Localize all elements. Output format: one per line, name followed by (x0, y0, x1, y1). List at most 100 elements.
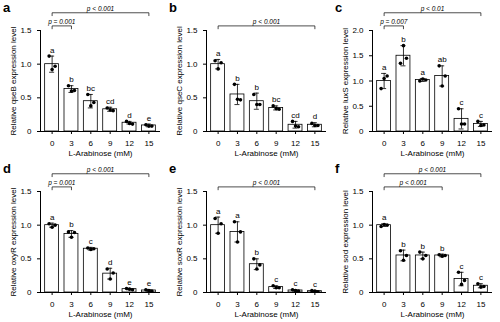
svg-text:d: d (108, 258, 112, 267)
svg-text:0: 0 (50, 139, 55, 148)
svg-text:p < 0.001: p < 0.001 (86, 166, 115, 174)
svg-text:c: c (294, 279, 298, 288)
svg-text:p < 0.001: p < 0.001 (86, 5, 115, 13)
svg-text:Relative soxR expression level: Relative soxR expression level (175, 187, 184, 296)
svg-text:0: 0 (50, 300, 55, 309)
svg-text:Relative qseB expression level: Relative qseB expression level (9, 26, 18, 135)
svg-text:0: 0 (382, 300, 387, 309)
svg-text:15: 15 (144, 139, 153, 148)
svg-text:bc: bc (87, 84, 95, 93)
svg-text:d: d (127, 111, 131, 120)
svg-text:cd: cd (291, 111, 299, 120)
svg-text:Relative oxyR expression level: Relative oxyR expression level (9, 187, 18, 296)
svg-text:9: 9 (108, 300, 113, 309)
svg-text:6: 6 (89, 300, 94, 309)
svg-text:a: a (421, 68, 426, 77)
svg-text:p = 0.007: p = 0.007 (379, 18, 408, 26)
svg-text:1.5: 1.5 (20, 26, 32, 35)
svg-text:0: 0 (27, 288, 32, 297)
svg-text:Relative luxS expression level: Relative luxS expression level (341, 28, 350, 134)
svg-text:1.0: 1.0 (186, 60, 198, 69)
svg-text:0.5: 0.5 (20, 93, 32, 102)
svg-text:1.5: 1.5 (352, 187, 364, 196)
svg-text:6: 6 (255, 300, 260, 309)
svg-text:12: 12 (457, 139, 466, 148)
svg-text:b: b (401, 35, 406, 44)
svg-text:b: b (235, 74, 240, 83)
svg-text:b: b (401, 240, 406, 249)
svg-text:p < 0.001: p < 0.001 (398, 179, 427, 187)
svg-text:15: 15 (310, 300, 319, 309)
svg-text:p = 0.001: p = 0.001 (47, 179, 76, 187)
svg-text:c: c (274, 275, 278, 284)
svg-text:L-Arabinose (mM): L-Arabinose (mM) (68, 149, 132, 158)
svg-text:3: 3 (69, 300, 74, 309)
svg-text:3: 3 (401, 300, 406, 309)
svg-text:0: 0 (359, 127, 364, 136)
svg-text:6: 6 (89, 139, 94, 148)
svg-text:a: a (382, 213, 387, 222)
svg-text:0: 0 (216, 139, 221, 148)
svg-text:6: 6 (255, 139, 260, 148)
svg-text:c: c (89, 237, 93, 246)
svg-text:3: 3 (235, 139, 240, 148)
svg-text:0.5: 0.5 (20, 254, 32, 263)
svg-text:L-Arabinose (mM): L-Arabinose (mM) (234, 310, 298, 319)
svg-text:0.5: 0.5 (352, 254, 364, 263)
svg-text:9: 9 (440, 139, 445, 148)
svg-text:ab: ab (438, 55, 447, 64)
svg-text:1.5: 1.5 (352, 51, 364, 60)
svg-text:L-Arabinose (mM): L-Arabinose (mM) (400, 310, 464, 319)
svg-text:12: 12 (291, 300, 300, 309)
svg-text:a: a (50, 46, 55, 55)
svg-text:1.0: 1.0 (20, 221, 32, 230)
svg-text:9: 9 (274, 300, 279, 309)
svg-text:0: 0 (193, 288, 198, 297)
svg-text:9: 9 (274, 139, 279, 148)
svg-text:a: a (235, 211, 240, 220)
svg-text:1.5: 1.5 (186, 187, 198, 196)
svg-text:bc: bc (272, 95, 280, 104)
svg-text:L-Arabinose (mM): L-Arabinose (mM) (68, 310, 132, 319)
svg-text:p = 0.001: p = 0.001 (47, 18, 76, 26)
svg-text:b: b (421, 242, 426, 251)
svg-text:d: d (313, 112, 317, 121)
svg-text:c: c (313, 280, 317, 289)
svg-text:p < 0.01: p < 0.01 (420, 5, 445, 13)
svg-text:L-Arabinose (mM): L-Arabinose (mM) (400, 149, 464, 158)
svg-text:15: 15 (476, 300, 485, 309)
svg-text:15: 15 (476, 139, 485, 148)
svg-text:9: 9 (440, 300, 445, 309)
svg-text:0: 0 (193, 127, 198, 136)
svg-text:15: 15 (144, 300, 153, 309)
svg-text:e: e (147, 114, 152, 123)
svg-text:3: 3 (69, 139, 74, 148)
svg-text:0.5: 0.5 (352, 102, 364, 111)
svg-text:cd: cd (106, 97, 114, 106)
svg-text:6: 6 (421, 139, 426, 148)
svg-text:a: a (216, 49, 221, 58)
svg-text:1.0: 1.0 (186, 221, 198, 230)
svg-text:e: e (127, 278, 132, 287)
svg-text:0.5: 0.5 (186, 93, 198, 102)
svg-text:c: c (460, 98, 464, 107)
svg-text:1.0: 1.0 (352, 221, 364, 230)
svg-text:e: e (147, 279, 152, 288)
svg-text:6: 6 (421, 300, 426, 309)
svg-text:1.0: 1.0 (352, 77, 364, 86)
svg-text:0.5: 0.5 (186, 254, 198, 263)
svg-text:c: c (479, 111, 483, 120)
svg-text:b: b (440, 244, 445, 253)
svg-text:c: c (479, 273, 483, 282)
svg-text:3: 3 (235, 300, 240, 309)
svg-text:12: 12 (291, 139, 300, 148)
svg-text:0: 0 (359, 288, 364, 297)
svg-text:12: 12 (457, 300, 466, 309)
svg-text:c: c (460, 262, 464, 271)
svg-text:1.5: 1.5 (186, 26, 198, 35)
svg-text:b: b (69, 75, 74, 84)
svg-text:a: a (382, 63, 387, 72)
svg-text:p < 0.001: p < 0.001 (252, 18, 281, 26)
svg-text:a: a (216, 207, 221, 216)
svg-text:2.0: 2.0 (352, 26, 364, 35)
